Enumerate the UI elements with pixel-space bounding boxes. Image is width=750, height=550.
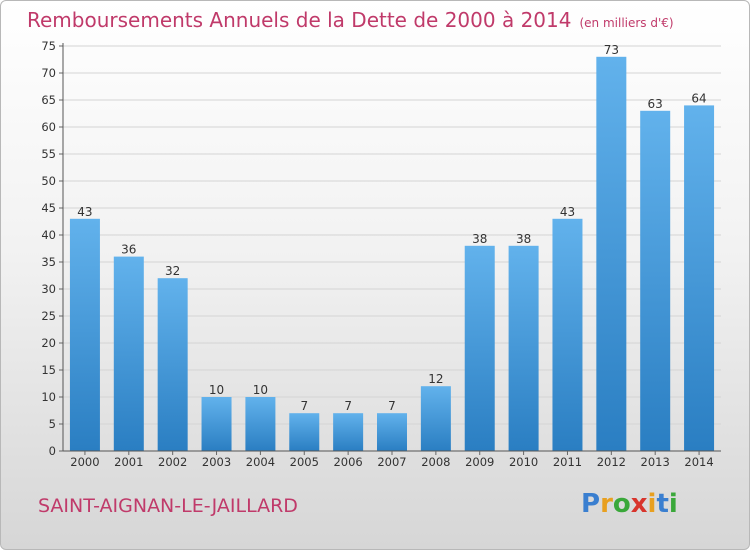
y-tick-label: 50 xyxy=(41,174,56,188)
bar xyxy=(113,256,144,451)
x-tick-label: 2008 xyxy=(421,455,450,469)
bar xyxy=(640,110,671,452)
bar xyxy=(420,386,451,451)
bar xyxy=(333,413,364,451)
y-tick-label: 0 xyxy=(49,444,56,458)
x-tick-label: 2005 xyxy=(290,455,319,469)
bar-value-label: 7 xyxy=(300,399,308,413)
x-tick-label: 2011 xyxy=(553,455,582,469)
commune-name: SAINT-AIGNAN-LE-JAILLARD xyxy=(38,495,298,517)
bar-value-label: 73 xyxy=(604,43,619,57)
x-tick-label: 2010 xyxy=(509,455,538,469)
x-tick-label: 2001 xyxy=(114,455,143,469)
y-tick-label: 45 xyxy=(41,201,56,215)
x-tick-label: 2003 xyxy=(202,455,231,469)
x-tick-label: 2004 xyxy=(246,455,275,469)
bar-value-label: 32 xyxy=(165,264,180,278)
y-tick-label: 5 xyxy=(49,417,56,431)
logo-letter: x xyxy=(630,489,648,519)
logo-letter: i xyxy=(647,489,657,519)
bars: 43 36 32 10 10 7 7 7 12 38 38 43 73 63 64 xyxy=(69,43,715,452)
bar-value-label: 7 xyxy=(344,399,352,413)
chart-title: Remboursements Annuels de la Dette de 20… xyxy=(27,8,674,32)
bar xyxy=(245,397,276,451)
bar xyxy=(157,278,188,451)
y-tick-label: 35 xyxy=(41,255,56,269)
bar xyxy=(552,218,583,451)
y-tick-label: 15 xyxy=(41,363,56,377)
y-tick-label: 30 xyxy=(41,282,56,296)
bar-value-label: 38 xyxy=(472,232,487,246)
bar-value-label: 43 xyxy=(77,205,92,219)
bar-value-label: 64 xyxy=(691,91,706,105)
x-tick-label: 2000 xyxy=(70,455,99,469)
logo-letter: r xyxy=(600,489,613,519)
x-tick-label: 2006 xyxy=(333,455,362,469)
x-tick-label: 2002 xyxy=(158,455,187,469)
logo-letter: o xyxy=(612,489,631,519)
x-tick-label: 2007 xyxy=(377,455,406,469)
logo-letter: P xyxy=(581,489,601,519)
logo-letter: i xyxy=(668,489,678,519)
proxiti-logo: Proxiti xyxy=(581,489,678,519)
logo-letter: t xyxy=(656,489,669,519)
x-tick-label: 2014 xyxy=(684,455,713,469)
bar-value-label: 43 xyxy=(560,205,575,219)
y-tick-label: 60 xyxy=(41,120,56,134)
y-tick-label: 70 xyxy=(41,66,56,80)
y-tick-label: 40 xyxy=(41,228,56,242)
bar xyxy=(464,245,495,451)
bar-value-label: 36 xyxy=(121,243,136,257)
bar-value-label: 63 xyxy=(648,97,663,111)
x-tick-label: 2012 xyxy=(597,455,626,469)
bar-value-label: 10 xyxy=(209,383,224,397)
bar xyxy=(596,56,627,452)
y-tick-label: 55 xyxy=(41,147,56,161)
y-tick-label: 75 xyxy=(41,39,56,53)
bar xyxy=(508,245,539,451)
bar xyxy=(377,413,407,451)
bar-value-label: 10 xyxy=(253,383,268,397)
bar-value-label: 38 xyxy=(516,232,531,246)
x-tick-label: 2013 xyxy=(641,455,670,469)
y-tick-label: 20 xyxy=(41,336,56,350)
chart-title-text: Remboursements Annuels de la Dette de 20… xyxy=(27,8,572,32)
x-tick-label: 2009 xyxy=(465,455,494,469)
bar xyxy=(69,218,100,451)
y-tick-label: 10 xyxy=(41,390,56,404)
y-tick-label: 25 xyxy=(41,309,56,323)
y-tick-label: 65 xyxy=(41,93,56,107)
bar-value-label: 12 xyxy=(428,372,443,386)
bar-value-label: 7 xyxy=(388,399,396,413)
chart-subtitle: (en milliers d'€) xyxy=(579,16,674,30)
bar xyxy=(289,413,320,451)
bar xyxy=(684,105,715,452)
axes: 0 5 10 15 20 25 30 35 40 45 50 55 60 65 70 75 2000 2001 20… xyxy=(41,39,721,469)
bar xyxy=(201,397,232,451)
